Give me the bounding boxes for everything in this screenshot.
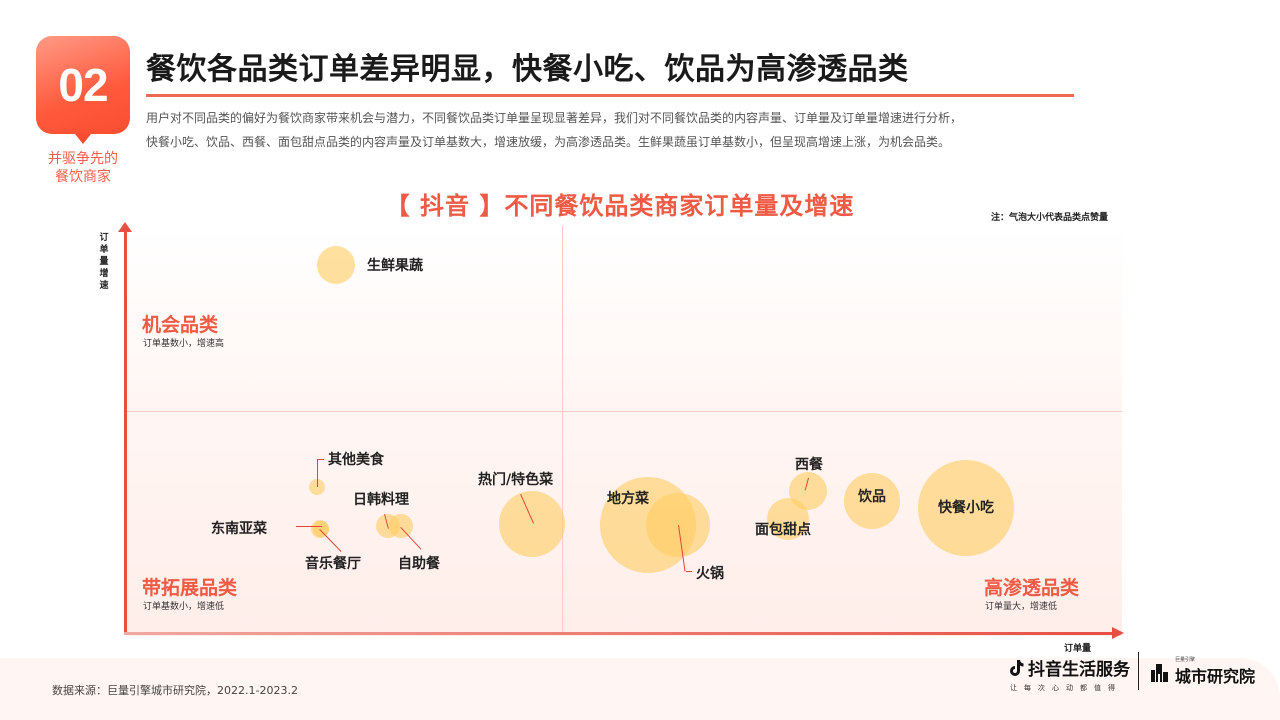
quadrant-high-penetration-title: 高渗透品类	[984, 577, 1080, 599]
quadrant-divider-vertical	[562, 226, 563, 634]
quadrant-divider-horizontal	[126, 411, 1122, 412]
quadrant-expansion-title: 带拓展品类	[142, 577, 238, 599]
bubble-fresh-produce[interactable]	[317, 246, 355, 284]
data-source: 数据来源：巨量引擎城市研究院，2022.1-2023.2	[52, 684, 298, 697]
description: 用户对不同品类的偏好为餐饮商家带来机会与潜力，不同餐饮品类订单量呈现显著差异，我…	[146, 106, 1086, 154]
bubble-music-restaurant[interactable]	[313, 521, 329, 537]
y-axis-label-char: 单	[99, 245, 109, 255]
page-title: 餐饮各品类订单差异明显，快餐小吃、饮品为高渗透品类	[146, 52, 909, 87]
building-icon	[1151, 663, 1168, 682]
bubble-label: 生鲜果蔬	[367, 258, 423, 274]
bubble-label: 饮品	[858, 489, 886, 505]
leader-line	[296, 526, 322, 527]
bubble-label: 东南亚菜	[211, 521, 267, 537]
bubble-bakery-dessert[interactable]	[767, 498, 809, 540]
y-axis-label: 订 单 量 增 速	[98, 232, 110, 292]
plot-area	[126, 226, 1122, 636]
x-axis	[124, 632, 1114, 635]
title-divider	[146, 94, 1074, 97]
y-axis-label-char: 增	[99, 269, 109, 279]
logo1-text: 抖音生活服务	[1028, 660, 1130, 680]
footer-band	[0, 658, 1280, 720]
bubble-fast-food-snacks[interactable]	[918, 460, 1014, 556]
quadrant-expansion-subtitle: 订单基数小，增速低	[143, 602, 225, 612]
city-research-institute-logo: 巨量引擎 城市研究院	[1150, 656, 1255, 687]
leader-line	[686, 571, 692, 572]
bubble-popular-specialty[interactable]	[499, 491, 565, 557]
section-caption-line1: 并驱争先的	[48, 151, 118, 167]
bubble-buffet[interactable]	[389, 514, 413, 538]
logo2-main-text: 城市研究院	[1175, 667, 1256, 686]
section-number: 02	[58, 59, 108, 111]
bubble-label: 日韩料理	[353, 492, 409, 508]
x-axis-label: 订单量	[1064, 644, 1092, 654]
bubble-label: 热门/特色菜	[478, 472, 554, 488]
chart-note: 注：气泡大小代表品类点赞量	[990, 213, 1108, 223]
bubble-other-food[interactable]	[309, 479, 325, 495]
leader-line	[317, 459, 318, 487]
description-line2: 快餐小吃、饮品、西餐、面包甜点品类的内容声量及订单基数大，增速放缓，为高渗透品类…	[146, 135, 951, 149]
bubble-label: 火锅	[696, 566, 724, 582]
section-caption-line2: 餐饮商家	[55, 169, 111, 185]
douyin-note-icon	[1010, 659, 1024, 676]
douyin-life-service-logo: 抖音生活服务 让每次心动都值得	[1008, 655, 1130, 693]
description-line1: 用户对不同品类的偏好为餐饮商家带来机会与潜力，不同餐饮品类订单量呈现显著差异，我…	[146, 111, 963, 125]
logo-divider	[1138, 652, 1139, 690]
bubble-label: 快餐小吃	[938, 500, 994, 516]
y-axis-label-char: 订	[99, 233, 109, 243]
y-axis-arrow-icon	[118, 222, 132, 232]
logo1-slogan: 让每次心动都值得	[1010, 684, 1122, 692]
bubble-label: 西餐	[795, 457, 823, 473]
chart-title: 【 抖音 】不同餐饮品类商家订单量及增速	[385, 192, 855, 220]
section-caption: 并驱争先的 餐饮商家	[30, 150, 136, 186]
x-axis-arrow-icon	[1112, 627, 1124, 639]
y-axis	[124, 230, 127, 634]
y-axis-label-char: 速	[99, 281, 109, 291]
quadrant-high-penetration-subtitle: 订单量大，增速低	[985, 602, 1058, 612]
y-axis-label-char: 量	[99, 257, 109, 267]
bubble-hotpot[interactable]	[646, 493, 710, 557]
bubble-label: 其他美食	[328, 452, 384, 468]
bubble-label: 自助餐	[398, 556, 440, 572]
bubble-beverages[interactable]	[844, 473, 900, 529]
bubble-label: 音乐餐厅	[305, 556, 361, 572]
quadrant-opportunity-title: 机会品类	[142, 314, 219, 336]
quadrant-opportunity-subtitle: 订单基数小，增速高	[143, 339, 225, 349]
section-number-badge: 02	[36, 36, 130, 144]
leader-line	[317, 459, 324, 460]
bubble-label: 面包甜点	[755, 522, 811, 538]
logo2-small-text: 巨量引擎	[1175, 657, 1196, 663]
bubble-label: 地方菜	[607, 491, 649, 507]
